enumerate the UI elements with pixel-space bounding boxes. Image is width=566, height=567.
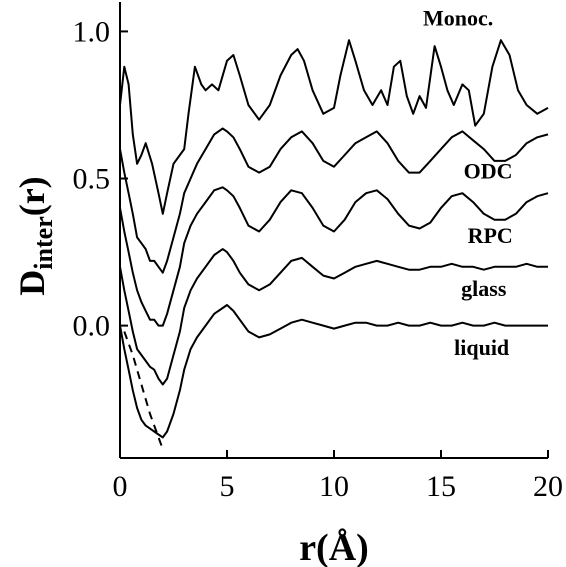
series-line-monoc: [119, 39, 549, 215]
x-tick-label: 15: [426, 470, 456, 503]
svg-text:Dinter(r): Dinter(r): [12, 176, 58, 295]
y-tick-label: 0.0: [73, 310, 111, 343]
x-tick-label: 20: [533, 470, 563, 503]
series-line-rpc: [119, 186, 549, 327]
x-axis-title: r(Å): [299, 527, 369, 567]
ticks: 0 5 10 15 20 0.0 0.5 1.0: [73, 15, 564, 503]
series-label: ODC: [464, 159, 513, 184]
series-label: Monoc.: [423, 6, 493, 31]
y-axis-title-sub: inter: [29, 216, 58, 269]
y-axis-title-tail: (r): [12, 176, 52, 216]
series-line-glass: [119, 248, 548, 386]
series-label: liquid: [454, 335, 509, 360]
series-label: glass: [461, 276, 507, 301]
series-line-liquid: [119, 304, 548, 439]
series-line-odc: [119, 127, 549, 274]
x-tick-label: 10: [319, 470, 349, 503]
y-axis-title: Dinter(r): [12, 176, 58, 295]
series: [119, 39, 549, 450]
y-tick-label: 1.0: [73, 15, 111, 48]
x-tick-label: 5: [220, 470, 235, 503]
series-label: RPC: [468, 223, 513, 248]
x-tick-label: 0: [113, 470, 128, 503]
series-line-dashed-reference: [123, 331, 164, 450]
y-axis-title-main: D: [12, 270, 52, 296]
series-labels: Monoc. ODC RPC glass liquid: [423, 6, 513, 360]
y-tick-label: 0.5: [73, 163, 111, 196]
